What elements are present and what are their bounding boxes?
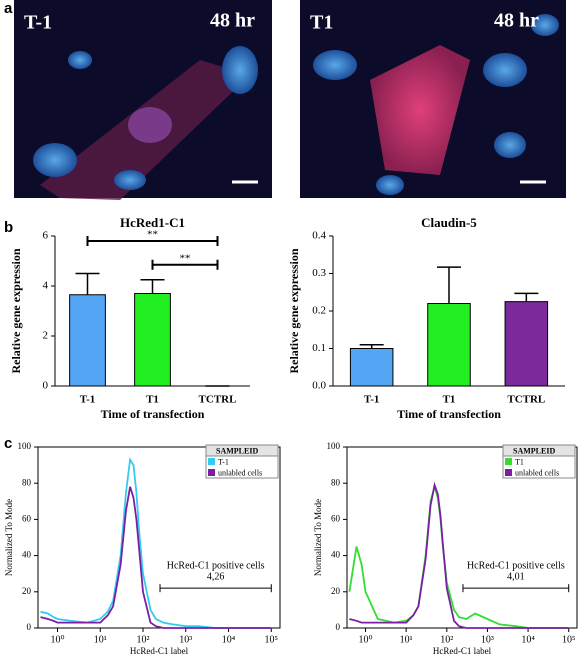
legend-label: T-1 — [218, 457, 229, 466]
chart-title: Claudin-5 — [421, 215, 477, 230]
image-time: 48 hr — [494, 10, 539, 32]
y-axis-label: Relative gene expression — [9, 248, 23, 373]
histogram-line — [40, 486, 272, 629]
y-tick-label: 0 — [43, 380, 49, 392]
legend-swatch — [505, 469, 512, 476]
legend-title: SAMPLEID — [216, 446, 258, 455]
x-tick-label: 10⁰ — [50, 634, 64, 645]
y-tick-label: 80 — [22, 477, 32, 487]
y-tick-label: 0 — [336, 622, 341, 632]
y-tick-label: 0.4 — [312, 230, 326, 242]
y-tick-label: 60 — [331, 513, 341, 523]
panel-label: a — [4, 0, 13, 17]
image-label: T-1 — [24, 12, 52, 34]
x-tick-label: 10³ — [179, 634, 192, 645]
gate-value: 4,26 — [207, 571, 225, 582]
y-tick-label: 0.0 — [312, 380, 326, 392]
gate-value: 4,01 — [507, 571, 525, 582]
legend-label: unlabled cells — [218, 468, 262, 477]
y-axis-label: Normalized To Mode — [4, 499, 14, 576]
histogram-line — [40, 457, 272, 629]
panel-label: b — [4, 219, 13, 236]
x-tick-label: TCTRL — [507, 394, 545, 406]
y-tick-label: 0.3 — [312, 267, 326, 279]
bar — [504, 301, 549, 387]
y-tick-label: 40 — [22, 550, 32, 560]
legend-header — [502, 444, 576, 457]
bar — [427, 303, 471, 387]
legend-label: unlabled cells — [515, 468, 559, 477]
micrograph: T1 48 hr — [300, 0, 566, 198]
x-axis-label: Time of transfection — [397, 407, 501, 421]
y-axis-label: Normalized To Mode — [313, 499, 323, 576]
plot-frame — [37, 446, 281, 629]
legend-swatch — [208, 458, 215, 465]
image-label: T1 — [310, 12, 333, 34]
x-tick-label: T-1 — [364, 394, 380, 406]
x-tick-label: T1 — [146, 394, 159, 406]
x-tick-label: 10⁰ — [359, 634, 373, 645]
y-tick-label: 20 — [331, 586, 341, 596]
x-tick-label: 10⁵ — [265, 634, 279, 645]
x-axis-label: HcRed-C1 label — [433, 646, 492, 656]
x-tick-label: TCTRL — [199, 394, 237, 406]
bar — [349, 348, 394, 387]
legend-header — [205, 444, 279, 457]
y-tick-label: 20 — [22, 586, 32, 596]
bar — [69, 294, 106, 387]
gate-label: HcRed-C1 positive cells — [167, 560, 265, 571]
x-tick-label: T-1 — [80, 394, 96, 406]
x-axis-label: Time of transfection — [101, 407, 205, 421]
significance-label: ** — [147, 229, 158, 241]
y-tick-label: 0.1 — [312, 342, 326, 354]
y-tick-label: 6 — [43, 230, 49, 242]
bar — [134, 293, 171, 387]
panel-label: c — [4, 435, 12, 452]
image-time: 48 hr — [210, 10, 255, 32]
y-tick-label: 0.2 — [312, 305, 326, 317]
y-tick-label: 60 — [22, 513, 32, 523]
histogram-line — [349, 481, 569, 629]
y-tick-label: 0 — [27, 622, 32, 632]
y-tick-label: 100 — [327, 441, 341, 451]
x-tick-label: 10³ — [481, 634, 494, 645]
y-tick-label: 4 — [43, 280, 49, 292]
histogram-line — [348, 483, 569, 629]
x-tick-label: 10² — [137, 634, 150, 645]
y-tick-label: 80 — [331, 477, 341, 487]
significance-label: ** — [180, 252, 191, 264]
legend-swatch — [505, 458, 512, 465]
y-tick-label: 2 — [43, 330, 49, 342]
y-tick-label: 40 — [331, 550, 341, 560]
legend-label: T1 — [515, 457, 524, 466]
x-tick-label: 10⁴ — [521, 634, 535, 645]
x-tick-label: 10¹ — [94, 634, 107, 645]
x-tick-label: 10⁵ — [562, 634, 576, 645]
x-tick-label: 10² — [440, 634, 453, 645]
chart-title: HcRed1-C1 — [120, 215, 185, 230]
x-tick-label: 10¹ — [400, 634, 413, 645]
micrograph: T-1 48 hr — [14, 0, 272, 200]
y-tick-label: 100 — [18, 441, 32, 451]
x-tick-label: 10⁴ — [222, 634, 236, 645]
plot-frame — [346, 446, 578, 629]
legend-title: SAMPLEID — [513, 446, 555, 455]
gate-label: HcRed-C1 positive cells — [467, 560, 565, 571]
y-axis-label: Relative gene expression — [287, 248, 301, 373]
legend-swatch — [208, 469, 215, 476]
x-tick-label: T1 — [443, 394, 456, 406]
x-axis-label: HcRed-C1 label — [130, 646, 189, 656]
